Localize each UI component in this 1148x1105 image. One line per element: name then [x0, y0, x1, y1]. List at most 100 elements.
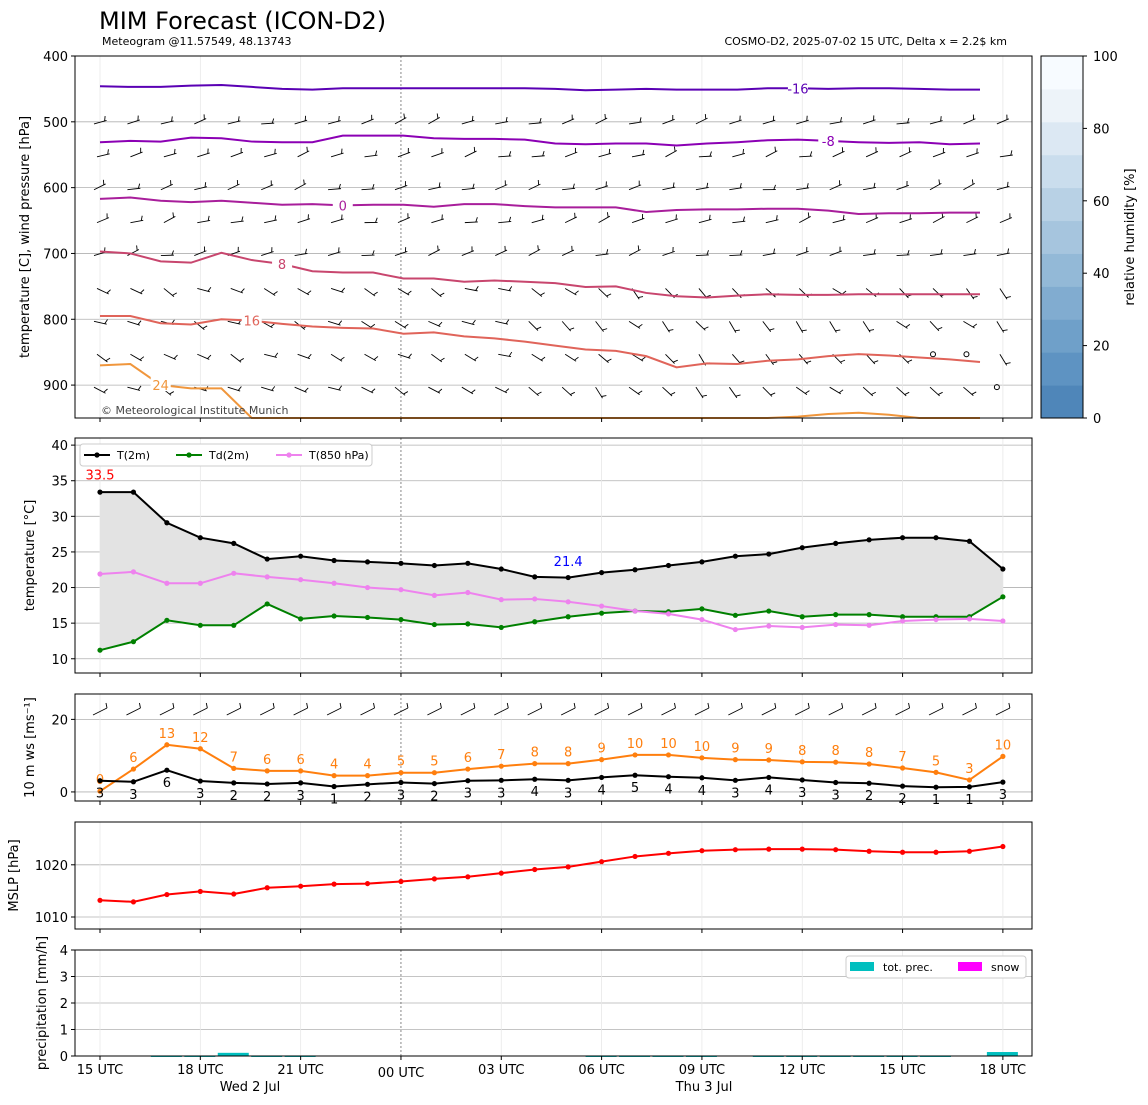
- data-point: [197, 535, 203, 541]
- data-point: [298, 780, 304, 786]
- wind-barb: [628, 386, 640, 396]
- y-tick-label: 500: [43, 116, 68, 131]
- wind-value-label: 7: [230, 750, 238, 765]
- wind-barb: [698, 218, 712, 224]
- data-point: [632, 772, 638, 778]
- legend-box: [79, 443, 373, 467]
- wind-barb: [330, 152, 344, 158]
- wind-barb: [598, 215, 611, 224]
- wind-barb: [428, 386, 441, 394]
- isotherm-label-bg: [272, 255, 293, 270]
- data-point: [665, 752, 672, 758]
- wind-barb-flag: [307, 353, 312, 359]
- data-point: [532, 574, 538, 580]
- wind-barb: [564, 288, 577, 296]
- data-point: [799, 777, 805, 783]
- wind-barb: [394, 117, 407, 125]
- wind-barb-flag: [606, 249, 609, 255]
- wind-barb-flag: [739, 183, 742, 189]
- wind-barb-flag: [574, 290, 579, 295]
- panel-frame: [74, 437, 1033, 674]
- wind-barb: [498, 353, 512, 358]
- wind-barb: [595, 117, 608, 125]
- wind-value-label: 3: [196, 787, 204, 802]
- wind-barb-flag: [672, 182, 675, 188]
- wind-value-label: 3: [832, 789, 840, 804]
- wind-barb-flag: [438, 182, 441, 188]
- wind-barb-flag: [638, 323, 643, 328]
- colorbar-tick-label: 20: [1093, 340, 1110, 355]
- wind-barb-flag: [437, 388, 443, 393]
- wind-barb: [762, 386, 773, 397]
- wind-barb-flag: [774, 146, 776, 152]
- wind-barb: [330, 218, 344, 224]
- data-point: [431, 770, 437, 776]
- colorbar-frame: [1040, 55, 1084, 419]
- wind-value-label: 4: [363, 758, 371, 773]
- humidity-background: [75, 56, 1032, 418]
- wind-barb: [93, 320, 107, 325]
- wind-value-label: 10: [694, 740, 711, 755]
- wind-barb-flag: [373, 291, 378, 296]
- wind-barb-flag: [735, 394, 741, 397]
- wind-barb: [394, 320, 407, 329]
- precipitation-panel: 0 1 2 3 4 precipitation [mm/h] tot. prec. snow: [35, 936, 1033, 1070]
- wind-barb-flag: [606, 212, 609, 218]
- wind-barb: [665, 150, 678, 158]
- wind-barb: [829, 321, 837, 333]
- wind-barb-flag: [842, 214, 845, 220]
- mslp-panel: 1010 1020 MSLP [hPa]: [7, 821, 1033, 933]
- wind-barb: [361, 188, 375, 191]
- wind-barb-flag: [941, 702, 944, 709]
- data-point: [565, 574, 571, 581]
- data-point: [498, 566, 504, 572]
- data-point: [532, 761, 538, 767]
- wind-barb: [761, 707, 777, 716]
- wind-barb-flag: [905, 323, 911, 328]
- data-point: [866, 848, 872, 854]
- wind-barb: [431, 152, 444, 158]
- x-tick-label: 15 UTC: [879, 1063, 925, 1078]
- y-tick-label: 800: [43, 313, 68, 328]
- colorbar-segment: [1041, 319, 1083, 353]
- data-point: [699, 755, 705, 761]
- wind-barb: [729, 187, 743, 191]
- wind-barb-flag: [1005, 296, 1011, 299]
- wind-value-label: 2: [263, 790, 271, 805]
- wind-barb: [799, 155, 813, 158]
- y-tick-label: 30: [51, 510, 68, 525]
- isotherm-label: 0: [339, 199, 347, 214]
- colorbar-segment: [1041, 154, 1083, 189]
- data-point: [264, 556, 270, 562]
- wind-barb-flag: [807, 212, 810, 218]
- wind-barb: [865, 217, 879, 224]
- data-point: [231, 891, 237, 897]
- wind-barb-flag: [172, 292, 177, 296]
- wind-barb: [394, 251, 408, 256]
- wind-barb: [863, 186, 876, 191]
- wind-barb: [665, 218, 679, 224]
- data-point: [364, 880, 371, 887]
- wind-barb: [765, 354, 774, 365]
- wind-barb-flag: [439, 292, 445, 296]
- wind-barb-flag: [706, 250, 709, 256]
- wind-value-label: 1: [965, 793, 973, 808]
- wind-value-label: 5: [631, 781, 639, 796]
- data-point: [665, 774, 672, 780]
- wind-barb-flag: [372, 183, 375, 190]
- wind-barb-flag: [734, 329, 740, 332]
- wind-barb-flag: [207, 354, 212, 359]
- wind-barb: [695, 254, 709, 256]
- data-point: [1000, 753, 1006, 759]
- data-point: [1000, 618, 1006, 624]
- data-point: [732, 612, 738, 618]
- data-point: [599, 603, 605, 609]
- legend-marker: [286, 452, 292, 458]
- wind-barb: [996, 321, 1005, 333]
- wind-barb-flag: [871, 391, 876, 395]
- wind-barb: [464, 353, 477, 362]
- colorbar-tick-label: 0: [1093, 412, 1101, 427]
- data-point: [364, 584, 371, 591]
- wind-barb-flag: [868, 329, 875, 332]
- y-tick-label: 1010: [35, 911, 68, 926]
